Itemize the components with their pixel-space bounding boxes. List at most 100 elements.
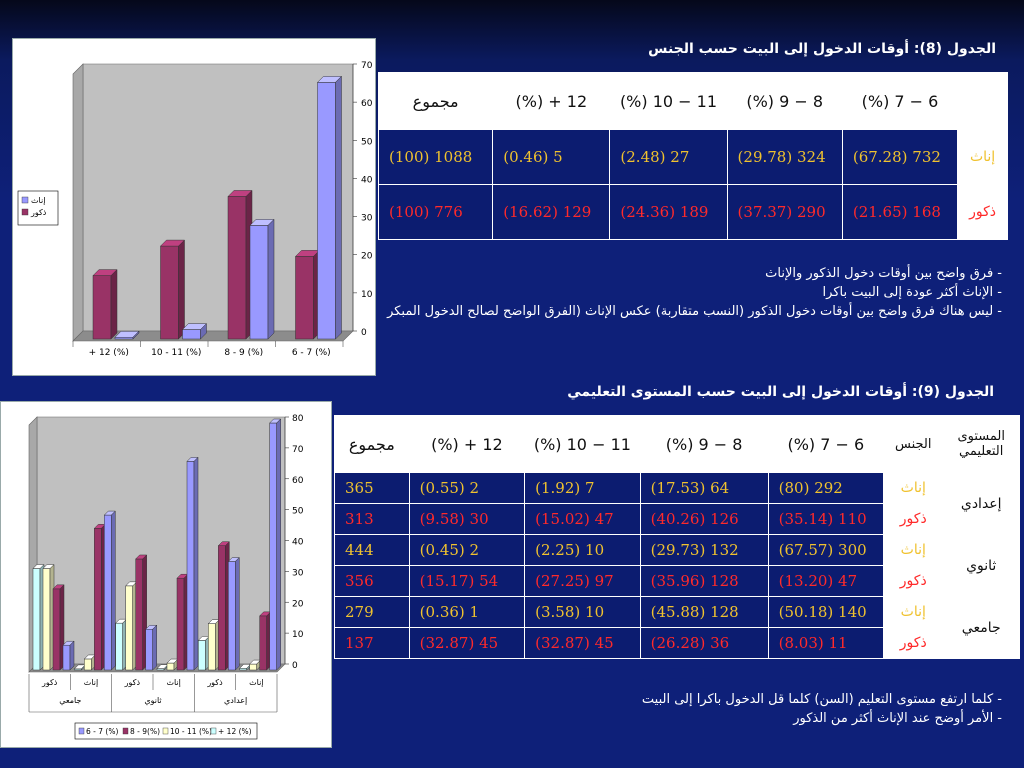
bar — [83, 654, 96, 671]
y-tick-label: 50 — [292, 507, 304, 517]
table9-cell: 132 (29.73) — [639, 534, 769, 566]
table9-level: جامعي — [942, 596, 1020, 659]
legend-label: ذكور — [30, 208, 47, 217]
bar-male — [92, 269, 118, 340]
table9-cell: 10 (3.58) — [524, 596, 641, 628]
table8-row: ذكور 168 (21.65) 290 (37.37) 189 (24.36) 129… — [377, 184, 1008, 240]
table8-cell: 5 (0.46) — [492, 129, 611, 185]
table9-cell: 10 (2.25) — [524, 534, 641, 566]
legend-label: + 12 (%) — [218, 727, 252, 736]
legend-swatch — [78, 727, 85, 735]
bar-female — [316, 75, 343, 340]
bar — [217, 541, 230, 671]
y-tick-label: 10 — [361, 290, 373, 300]
legend-swatch — [210, 727, 217, 735]
table9-header-cell: 8 − 9 (%) — [639, 415, 769, 473]
legend-label: 8 - 9(%) — [130, 727, 160, 736]
table8-cell: 732 (67.28) — [841, 129, 959, 185]
table9-header-cell: 12 + (%) — [408, 415, 526, 473]
table8-header-cell: 6 − 7 (%) — [841, 72, 959, 130]
bar — [186, 456, 199, 671]
legend: إناث ذكور — [17, 190, 59, 226]
bar — [207, 619, 220, 671]
y-tick-label: 60 — [292, 476, 304, 486]
note9-line: - الأمر أوضح عند الإناث أكثر من الذكور — [793, 711, 1002, 726]
bar-male — [294, 249, 321, 340]
table9-cell: 365 — [334, 472, 410, 504]
x-group-label: إعدادي — [224, 696, 247, 706]
y-tick-label: 80 — [292, 414, 304, 424]
table9-header-cell: المستوى التعليمي — [942, 415, 1020, 473]
bar-female — [181, 322, 208, 340]
y-tick-label: 10 — [292, 630, 304, 640]
x-tick-label: ذكور — [206, 678, 223, 687]
note8-line: - فرق واضح بين أوقات دخول الذكور والإناث — [765, 266, 1002, 281]
table8-cell: 1088 (100) — [377, 129, 494, 185]
bar-male — [227, 189, 253, 340]
notes8: - فرق واضح بين أوقات دخول الذكور والإناث… — [372, 264, 1002, 321]
bar-male — [159, 239, 186, 340]
back-wall — [36, 416, 286, 665]
note8-line: - ليس هناك فرق واضح بين أوقات دخول الذكو… — [387, 304, 1002, 319]
table9-cell: 292 (80) — [767, 472, 885, 504]
chart-education: 0 10 20 30 40 50 60 70 80 ذكور إناث ذكور إناث ذكور إنا… — [0, 401, 332, 748]
table9-row: ذكور 47 (13.20) 128 (35.96) 97 (27.25) 54 (1… — [334, 565, 1020, 597]
table9-sex: ذكور — [883, 503, 944, 535]
table9-level: إعدادي — [942, 472, 1020, 535]
table9-sex: إناث — [883, 472, 944, 504]
x-tick-label: إناث — [166, 678, 180, 688]
table9-cell: 126 (40.26) — [639, 503, 769, 535]
x-tick-label: إناث — [249, 678, 263, 688]
table9-cell: 2 (0.45) — [408, 534, 526, 566]
y-tick-label: 0 — [292, 661, 298, 671]
x-tick-label: 6 - 7 (%) — [292, 348, 331, 358]
bar — [145, 624, 158, 671]
table8-header-cell — [957, 72, 1008, 130]
table9-cell: 128 (45.88) — [639, 596, 769, 628]
notes9: - كلما ارتفع مستوى التعليم (السن) كلما ق… — [322, 690, 1002, 728]
table9-cell: 97 (27.25) — [524, 565, 641, 597]
chart-gender-svg: 0 10 20 30 40 50 60 70 + 12 (%) 10 - 11 (%) 8 - 9 … — [17, 61, 373, 358]
y-tick-label: 40 — [292, 538, 304, 548]
legend: 6 - 7 (%) 8 - 9(%) 10 - 11 (%) + 12 (%) — [74, 722, 258, 740]
table9-cell: 11 (8.03) — [767, 627, 885, 659]
table8-cell: 290 (37.37) — [726, 184, 843, 240]
legend-label: 10 - 11 (%) — [170, 727, 212, 736]
table8-cell: 189 (24.36) — [609, 184, 728, 240]
table9-header-cell: 6 − 7 (%) — [767, 415, 885, 473]
table9-cell: 47 (13.20) — [767, 565, 885, 597]
table9-cell: 54 (15.17) — [408, 565, 526, 597]
table9-cell: 300 (67.57) — [767, 534, 885, 566]
bar — [227, 556, 240, 671]
y-tick-label: 40 — [361, 175, 373, 185]
table8-header-cell: مجموع — [377, 72, 494, 130]
table9-cell: 1 (0.36) — [408, 596, 526, 628]
chart-education-svg: 0 10 20 30 40 50 60 70 80 ذكور إناث ذكور إناث ذكور إنا… — [28, 414, 304, 740]
table8: 6 − 7 (%) 8 − 9 (%) 11 − 10 (%) 12 + (%) مجم… — [377, 72, 1008, 240]
legend-label: إناث — [31, 196, 45, 206]
table9-row: ذكور 110 (35.14) 126 (40.26) 47 (15.02) 30 (… — [334, 503, 1020, 535]
table9-cell: 313 — [334, 503, 410, 535]
y-tick-label: 50 — [361, 137, 373, 147]
x-tick-label: ذكور — [124, 678, 141, 687]
table9-header-cell: مجموع — [334, 415, 410, 473]
table9-cell: 128 (35.96) — [639, 565, 769, 597]
bar — [197, 635, 210, 671]
table9-row: ثانوي إناث 300 (67.57) 132 (29.73) 10 (2.25)… — [334, 534, 1020, 597]
x-group-label: جامعي — [59, 696, 81, 705]
side-wall — [72, 63, 84, 342]
table9-cell: 2 (0.55) — [408, 472, 526, 504]
bar — [42, 563, 55, 671]
legend-swatch — [162, 727, 169, 735]
table9-cell: 137 — [334, 627, 410, 659]
table9-row: ذكور 11 (8.03) 36 (26.28) 45 (32.87) 45 (32.… — [334, 627, 1020, 659]
y-tick-label: 70 — [361, 61, 373, 71]
legend-swatch — [122, 727, 129, 735]
table9-cell: 47 (15.02) — [524, 503, 641, 535]
bar — [52, 584, 65, 671]
bar-female — [114, 330, 140, 340]
table9-level: ثانوي — [942, 534, 1020, 597]
table9-cell: 30 (9.58) — [408, 503, 526, 535]
y-tick-label: 70 — [292, 445, 304, 455]
table9-cell: 45 (32.87) — [408, 627, 526, 659]
